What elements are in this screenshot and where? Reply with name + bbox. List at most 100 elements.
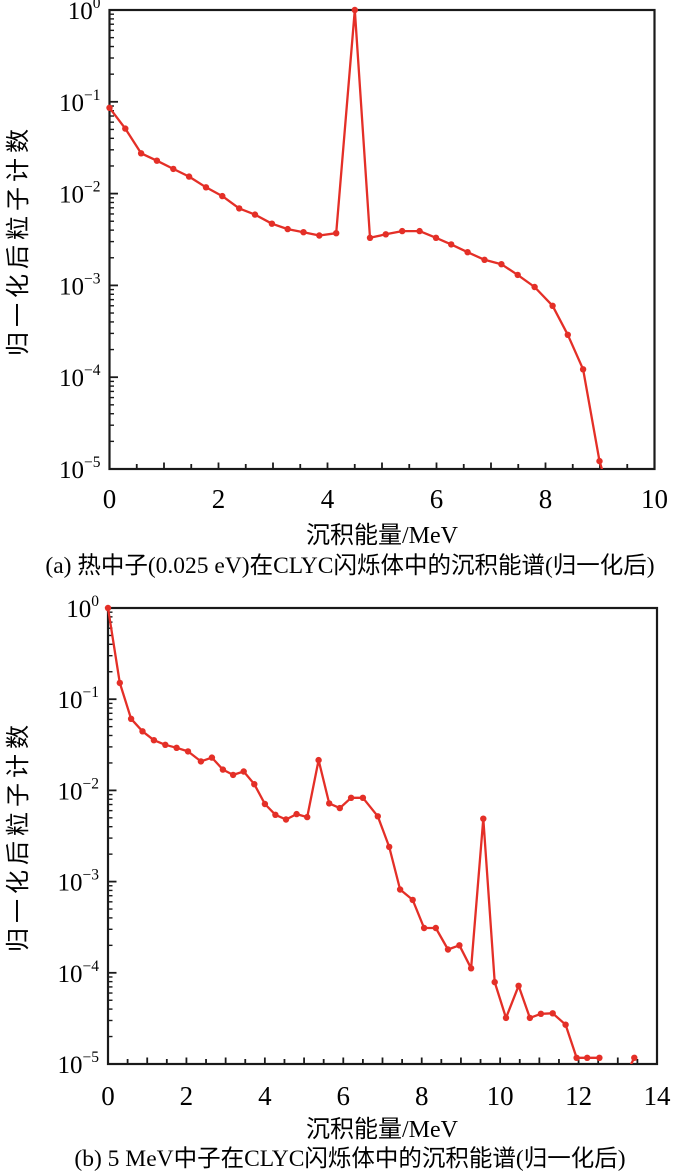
y-tick-label: 10−5 <box>58 1049 100 1079</box>
data-point-marker <box>549 302 556 309</box>
data-point-marker <box>116 679 124 687</box>
data-point-marker <box>173 744 180 751</box>
data-point-marker <box>498 261 505 268</box>
data-point-marker <box>202 184 210 191</box>
data-point-marker <box>396 886 404 893</box>
data-point-marker <box>315 756 322 764</box>
data-point-marker <box>208 754 216 761</box>
data-point-marker <box>229 771 237 779</box>
data-point-marker <box>139 728 146 735</box>
data-point-marker <box>619 1078 625 1084</box>
x-tick-label: 4 <box>258 1081 272 1111</box>
data-point-marker <box>333 230 340 237</box>
data-point-marker <box>596 457 603 465</box>
data-point-marker <box>326 800 333 807</box>
y-tick-label: 10−2 <box>59 179 101 209</box>
data-point-marker <box>579 366 587 373</box>
chart-b-caption: (b) 5 MeV中子在CLYC闪烁体中的沉积能谱(归一化后) <box>74 1145 625 1171</box>
chart-b-axes: 100 10−1 10−2 10−3 10−4 10−50 2 4 6 8 10 12 14 <box>58 593 672 1111</box>
data-point-marker <box>219 192 226 200</box>
y-tick-label: 10−3 <box>59 270 101 300</box>
data-point-marker <box>106 104 113 112</box>
y-tick-label: 100 <box>68 0 101 25</box>
series-group <box>104 604 638 1084</box>
data-point-marker <box>432 234 440 241</box>
x-tick-label: 10 <box>487 1081 514 1111</box>
data-point-marker <box>104 604 112 612</box>
x-tick-label: 4 <box>321 484 335 514</box>
data-point-marker <box>162 741 169 748</box>
data-point-marker <box>185 173 193 180</box>
y-tick-label: 10−3 <box>58 867 100 897</box>
chart-b-svg: 100 10−1 10−2 10−3 10−4 10−50 2 4 6 8 10 12 14 归一化后粒… <box>5 593 672 1171</box>
y-tick-label: 10−4 <box>58 958 100 988</box>
data-point-marker <box>382 231 389 238</box>
y-tick-label: 10−5 <box>59 454 101 484</box>
data-point-marker <box>268 220 276 227</box>
chart-a-y-axis-title: 归一化后粒子计数 <box>5 124 32 356</box>
data-point-marker <box>374 813 381 820</box>
data-point-marker <box>562 1021 569 1028</box>
data-point-marker <box>456 942 463 949</box>
data-point-marker <box>631 1054 638 1061</box>
data-point-marker <box>409 896 416 904</box>
data-point-marker <box>584 1054 591 1061</box>
data-point-marker <box>236 205 243 212</box>
x-tick-label: 2 <box>180 1081 194 1111</box>
chart-a-series <box>106 6 604 469</box>
x-tick-label: 0 <box>103 484 117 514</box>
data-point-marker <box>531 283 538 291</box>
data-point-marker <box>399 227 406 235</box>
x-tick-label: 8 <box>415 1081 429 1111</box>
series-line <box>106 606 636 1064</box>
data-point-marker <box>359 794 367 801</box>
data-point-marker <box>347 794 355 801</box>
y-tick-label: 10−1 <box>59 87 101 117</box>
data-point-marker <box>514 271 521 279</box>
x-tick-label: 10 <box>641 484 668 514</box>
x-tick-label: 14 <box>644 1081 672 1111</box>
data-point-marker <box>197 758 205 765</box>
x-tick-label: 0 <box>101 1081 115 1111</box>
data-point-marker <box>366 234 374 241</box>
data-point-marker <box>573 1054 580 1061</box>
y-tick-label: 10−4 <box>59 362 101 392</box>
data-point-marker <box>467 965 475 972</box>
y-tick-label: 10−2 <box>58 775 100 805</box>
data-point-marker <box>502 1014 510 1022</box>
data-point-marker <box>444 946 452 953</box>
plot-frame <box>108 8 656 471</box>
data-point-marker <box>316 232 323 239</box>
data-point-marker <box>137 150 145 157</box>
data-point-marker <box>304 813 311 821</box>
data-point-marker <box>170 165 177 173</box>
data-point-marker <box>251 211 259 218</box>
data-point-marker <box>386 843 393 851</box>
data-point-marker <box>300 229 307 236</box>
data-point-marker <box>219 766 227 773</box>
data-point-marker <box>284 225 291 233</box>
y-tick-label: 10−1 <box>58 684 100 714</box>
data-point-marker <box>184 748 192 755</box>
data-point-marker <box>150 737 158 744</box>
data-point-marker <box>549 1010 556 1017</box>
x-tick-label: 6 <box>337 1081 351 1111</box>
data-point-marker <box>261 800 269 808</box>
x-tick-label: 6 <box>430 484 444 514</box>
data-point-marker <box>596 1054 603 1061</box>
data-point-marker <box>515 982 522 989</box>
data-point-marker <box>122 125 129 132</box>
series-group <box>106 6 604 469</box>
data-point-marker <box>564 331 571 338</box>
data-point-marker <box>336 804 343 812</box>
x-tick-label: 8 <box>539 484 553 514</box>
x-tick-label: 2 <box>212 484 226 514</box>
data-point-marker <box>537 1010 545 1017</box>
data-point-marker <box>127 715 135 722</box>
data-point-marker <box>491 978 498 986</box>
data-point-marker <box>416 227 423 235</box>
chart-b-x-axis-title: 沉积能量/MeV <box>306 1116 459 1143</box>
chart-a-caption: (a) 热中子(0.025 eV)在CLYC闪烁体中的沉积能谱(归一化后) <box>45 552 654 579</box>
